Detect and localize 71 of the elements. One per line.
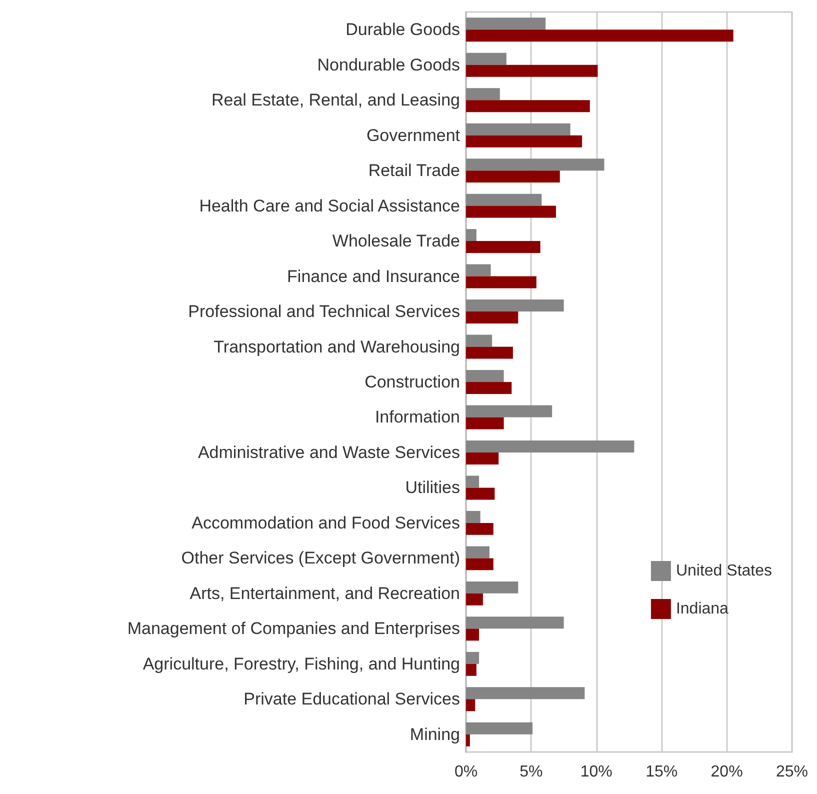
- bar: [466, 312, 518, 324]
- y-tick-label: Information: [374, 408, 460, 427]
- bar: [466, 206, 556, 218]
- bar: [466, 382, 512, 394]
- bar: [466, 30, 734, 42]
- y-tick-label: Arts, Entertainment, and Recreation: [190, 584, 460, 603]
- bar: [466, 346, 513, 359]
- legend-label: United States: [676, 562, 772, 580]
- bar: [466, 616, 564, 629]
- bar: [466, 699, 476, 712]
- x-tick-label: 25%: [776, 764, 808, 780]
- y-tick-label: Wholesale Trade: [332, 232, 460, 251]
- bar: [466, 734, 470, 746]
- bar: [466, 18, 546, 30]
- bar: [466, 522, 494, 535]
- x-tick-label: 20%: [710, 764, 743, 780]
- y-tick-label: Finance and Insurance: [287, 266, 460, 286]
- bar: [466, 476, 480, 488]
- bar: [466, 510, 480, 523]
- bar: [466, 264, 491, 276]
- y-tick-label: Agriculture, Forestry, Fishing, and Hunting: [142, 654, 460, 674]
- bar: [466, 158, 604, 171]
- bar: [466, 276, 536, 288]
- bar: [466, 488, 495, 500]
- bar: [466, 300, 564, 312]
- bar: [466, 417, 504, 430]
- y-tick-label: Utilities: [405, 478, 460, 498]
- y-tick-label: Real Estate, Rental, and Leasing: [211, 90, 460, 110]
- legend-label: Indiana: [676, 600, 729, 618]
- bar: [466, 229, 476, 242]
- x-tick-label: 0%: [454, 764, 478, 780]
- bar: [466, 722, 533, 734]
- bar: [466, 652, 480, 664]
- bar: [466, 135, 582, 148]
- bar: [466, 558, 494, 570]
- y-tick-label: Government: [366, 126, 460, 145]
- bar: [466, 100, 590, 112]
- y-tick-label: Health Care and Social Assistance: [199, 196, 460, 216]
- bar: [466, 440, 634, 452]
- y-tick-label: Management of Companies and Enterprises: [127, 619, 460, 638]
- y-tick-label: Administrative and Waste Services: [198, 442, 460, 462]
- bar: [466, 664, 476, 676]
- y-tick-label: Nondurable Goods: [317, 55, 460, 74]
- bar: [466, 88, 500, 100]
- bar: [466, 546, 490, 558]
- bar: [466, 194, 542, 206]
- y-tick-label: Mining: [410, 724, 460, 744]
- y-tick-label: Durable Goods: [346, 20, 460, 40]
- x-tick-label: 5%: [520, 764, 543, 780]
- bar: [466, 405, 552, 418]
- bar: [466, 593, 483, 606]
- y-tick-label: Other Services (Except Government): [181, 548, 460, 568]
- bar: [466, 64, 598, 77]
- y-tick-label: Transportation and Warehousing: [214, 337, 460, 356]
- y-tick-label: Accommodation and Food Services: [192, 513, 460, 532]
- bar: [466, 581, 518, 594]
- bar: [466, 334, 492, 347]
- bar: [466, 170, 560, 183]
- bar: [466, 52, 506, 65]
- y-tick-label: Retail Trade: [368, 161, 460, 180]
- x-tick-label: 10%: [580, 764, 612, 780]
- bar: [466, 452, 499, 464]
- y-tick-label: Private Educational Services: [244, 690, 460, 709]
- bar: [466, 370, 504, 382]
- y-tick-label: Construction: [364, 372, 460, 392]
- bar: [466, 628, 480, 641]
- x-tick-label: 15%: [646, 764, 678, 780]
- bar: [466, 123, 570, 136]
- bar: [466, 241, 540, 254]
- bar: [466, 687, 585, 700]
- y-tick-label: Professional and Technical Services: [188, 302, 460, 322]
